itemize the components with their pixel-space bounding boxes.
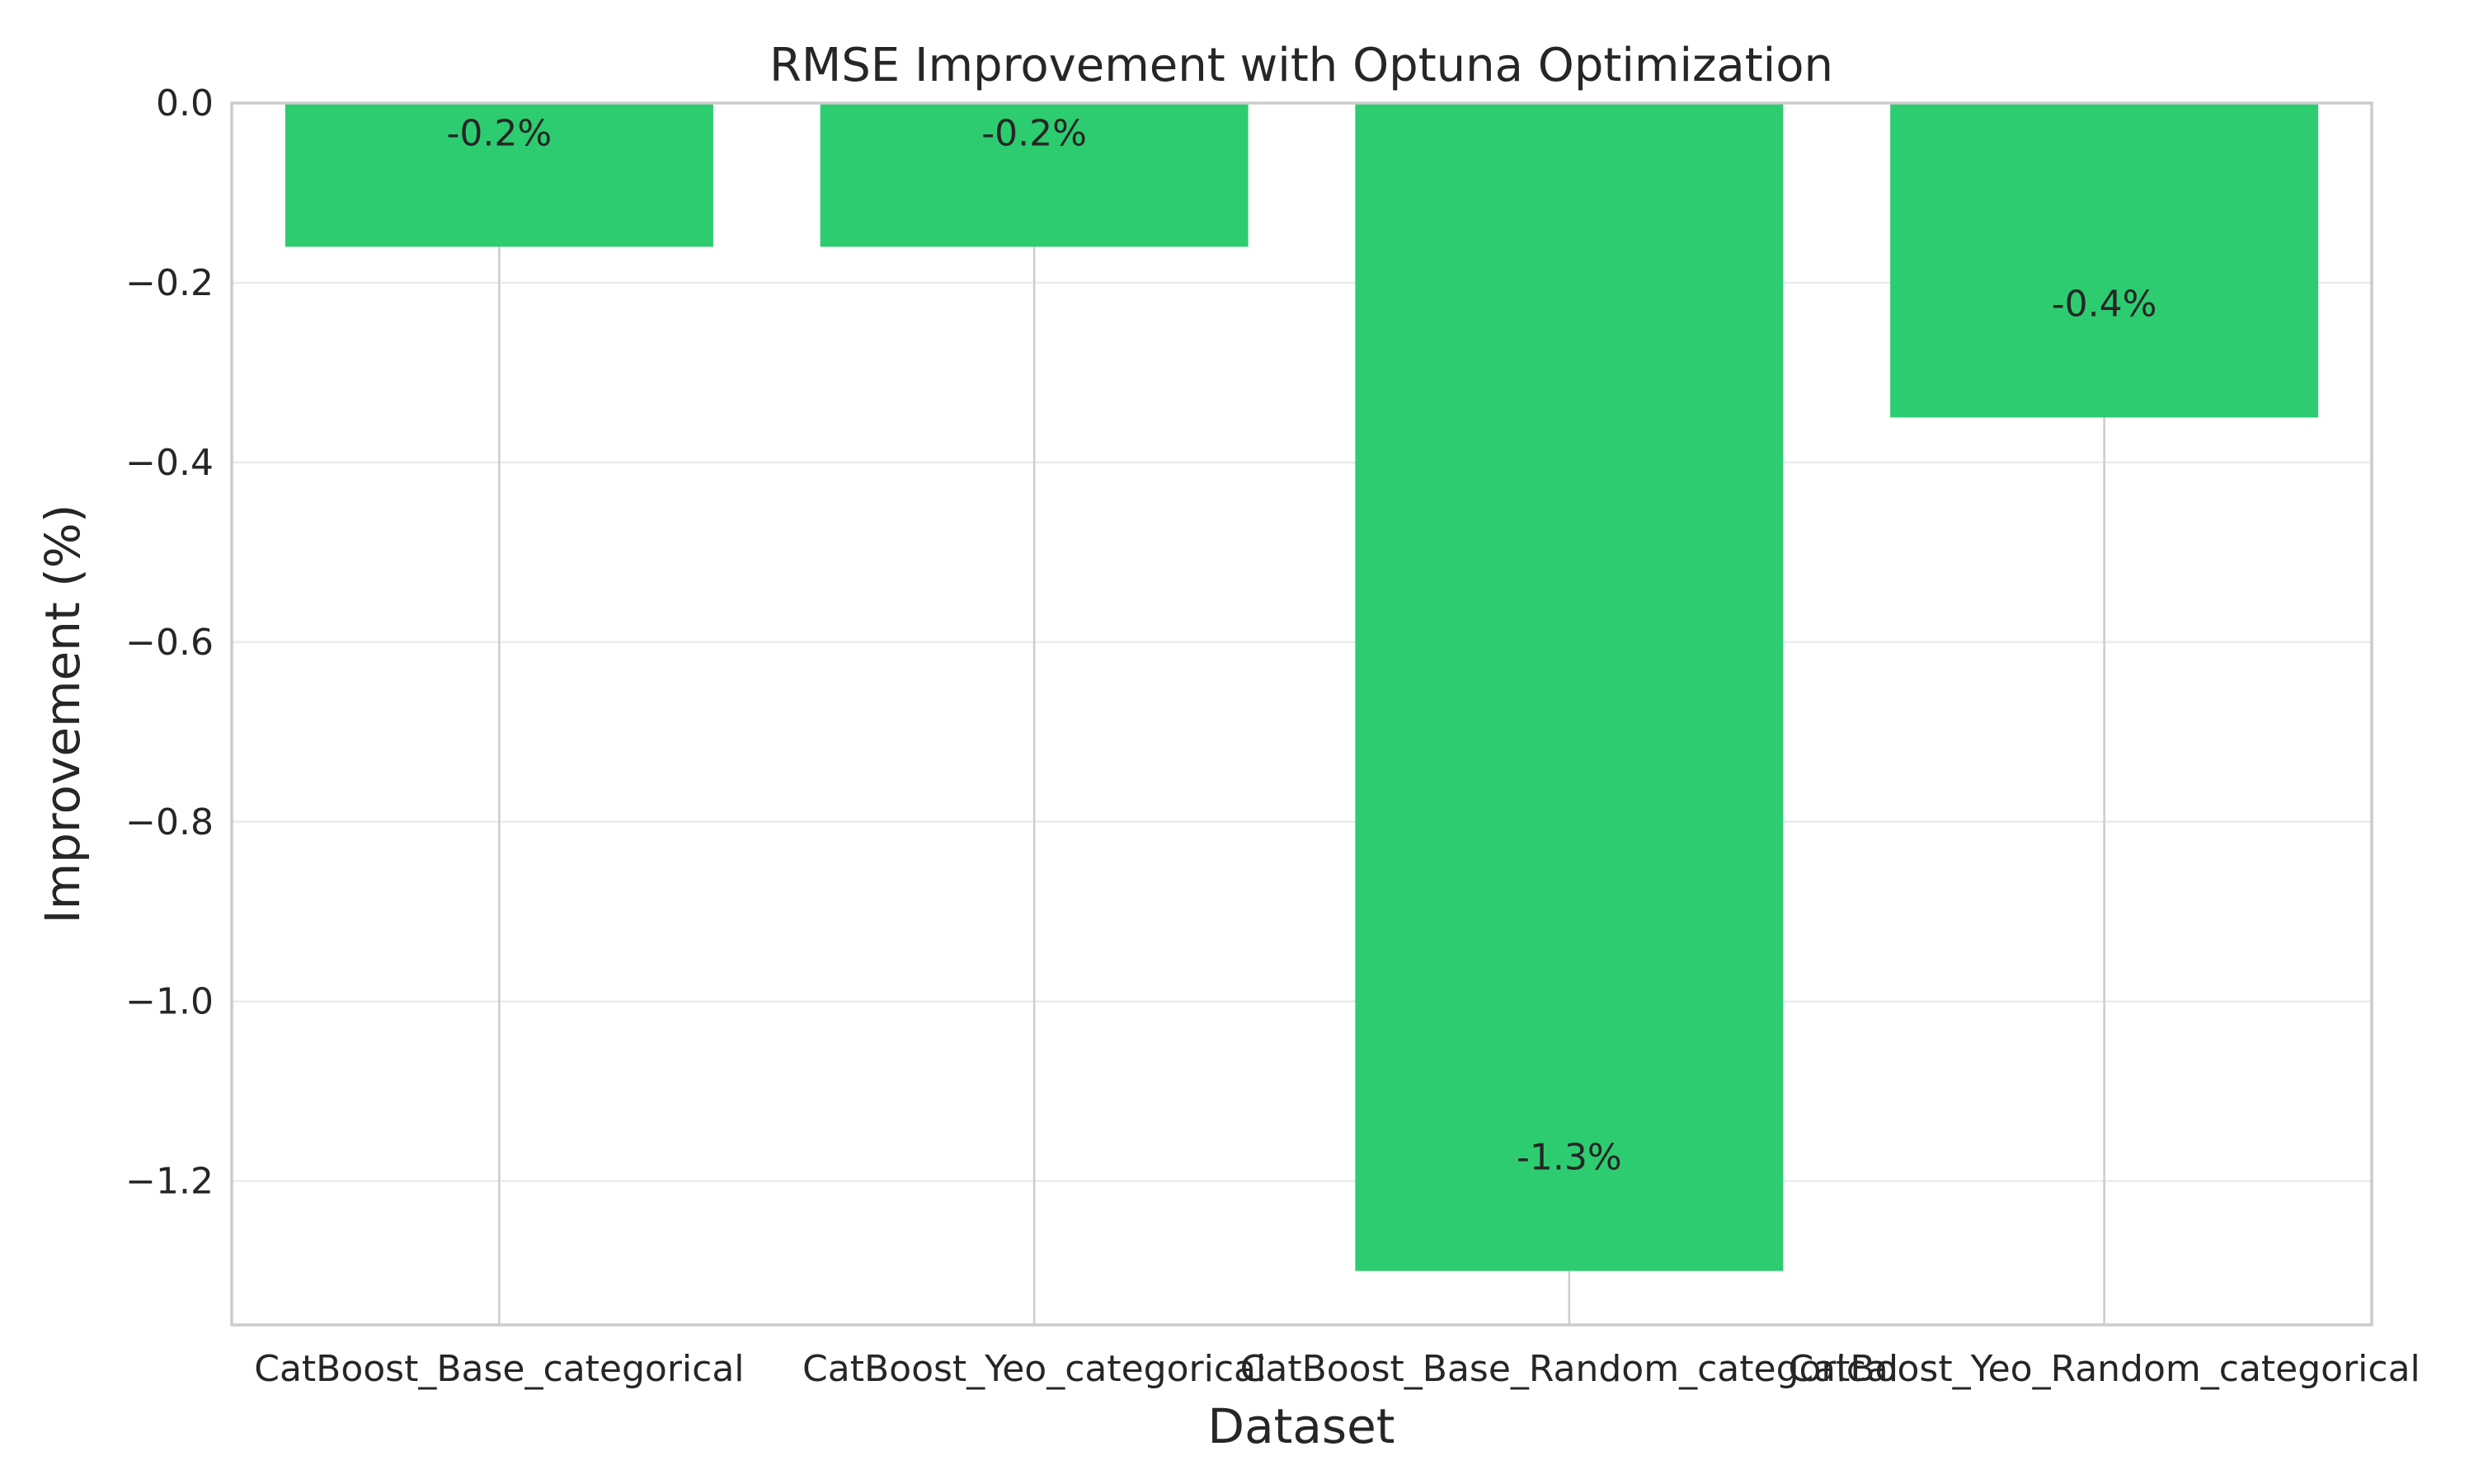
y-tick-label: −0.8 — [125, 801, 214, 843]
x-tick-labels: CatBoost_Base_categorical CatBoost_Yeo_ca… — [254, 1348, 2420, 1390]
bar — [1355, 103, 1784, 1271]
y-tick-label: −1.0 — [125, 981, 214, 1023]
x-tick-label: CatBoost_Base_categorical — [254, 1348, 744, 1390]
x-axis-label: Dataset — [1207, 1398, 1395, 1454]
chart-title: RMSE Improvement with Optuna Optimizatio… — [769, 39, 1833, 92]
data-label: -1.3% — [1517, 1137, 1622, 1179]
plot-frame — [230, 101, 2373, 1327]
data-label: -0.4% — [2052, 283, 2157, 325]
grid-lines — [232, 101, 2372, 1182]
bar — [285, 103, 713, 247]
y-tick-label: 0.0 — [156, 82, 214, 124]
bars — [285, 103, 2319, 1271]
x-tick-label: CatBoost_Yeo_Random_categorical — [1788, 1348, 2420, 1390]
y-tick-labels: 0.0 −0.2 −0.4 −0.6 −0.8 −1.0 −1.2 — [125, 82, 214, 1203]
bar — [1890, 103, 2319, 418]
x-tick-label: CatBoost_Base_Random_categorical — [1240, 1348, 1898, 1390]
bar — [820, 103, 1249, 247]
y-tick-label: −1.2 — [125, 1161, 214, 1203]
y-tick-label: −0.4 — [125, 442, 214, 484]
y-axis-label: Improvement (%) — [35, 505, 91, 924]
x-tick-label: CatBoost_Yeo_categorical — [802, 1348, 1266, 1390]
data-labels: -0.2% -0.2% -1.3% -0.4% — [447, 112, 2157, 1178]
data-label: -0.2% — [981, 112, 1087, 154]
data-label: -0.2% — [447, 112, 553, 154]
y-tick-label: −0.6 — [125, 622, 214, 664]
y-tick-label: −0.2 — [125, 262, 214, 304]
category-guide-lines — [498, 103, 2105, 1325]
